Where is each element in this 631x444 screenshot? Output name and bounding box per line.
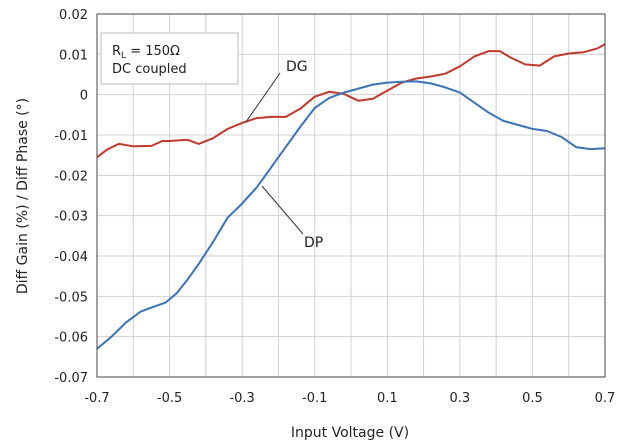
y-tick-labels: 0.02 0.01 0 -0.01 -0.02 -0.03 -0.04 -0.05 -0.06 -… bbox=[54, 8, 88, 386]
x-tick-label: -0.1 bbox=[302, 391, 327, 406]
y-axis-title: Diff Gain (%) / Diff Phase (°) bbox=[15, 98, 31, 294]
dg-series-label: DG bbox=[286, 59, 308, 75]
y-tick-label: -0.07 bbox=[54, 371, 88, 386]
annotation-line-2: DC coupled bbox=[112, 62, 187, 77]
dg-series-line bbox=[96, 43, 606, 159]
y-tick-label: -0.03 bbox=[54, 210, 88, 225]
x-tick-label: 0.5 bbox=[522, 391, 543, 406]
dp-series-label: DP bbox=[304, 235, 323, 251]
y-tick-label: 0.02 bbox=[59, 8, 88, 23]
y-tick-label: -0.04 bbox=[54, 250, 88, 265]
x-tick-label: -0.7 bbox=[84, 391, 109, 406]
series-layer bbox=[96, 43, 606, 350]
annotation-line-1: RL = 150Ω bbox=[112, 44, 180, 61]
x-tick-label: -0.3 bbox=[229, 391, 254, 406]
y-tick-label: -0.02 bbox=[54, 169, 88, 184]
dp-leader-line bbox=[261, 185, 304, 235]
y-tick-label: -0.01 bbox=[54, 129, 88, 144]
x-tick-labels: -0.7 -0.5 -0.3 -0.1 0.1 0.3 0.5 0.7 bbox=[84, 391, 615, 406]
x-tick-label: -0.5 bbox=[157, 391, 182, 406]
x-tick-label: 0.3 bbox=[450, 391, 471, 406]
dg-leader-line bbox=[245, 72, 281, 123]
y-tick-label: 0 bbox=[80, 89, 88, 104]
annotation-box: RL = 150Ω DC coupled bbox=[100, 32, 239, 85]
y-tick-label: -0.06 bbox=[54, 331, 88, 346]
y-tick-label: 0.01 bbox=[59, 48, 88, 63]
x-axis-title: Input Voltage (V) bbox=[291, 425, 409, 441]
x-tick-label: 0.7 bbox=[595, 391, 616, 406]
y-tick-label: -0.05 bbox=[54, 290, 88, 305]
x-tick-label: 0.1 bbox=[377, 391, 398, 406]
dp-series-line bbox=[96, 80, 606, 350]
plot-frame bbox=[96, 13, 606, 378]
